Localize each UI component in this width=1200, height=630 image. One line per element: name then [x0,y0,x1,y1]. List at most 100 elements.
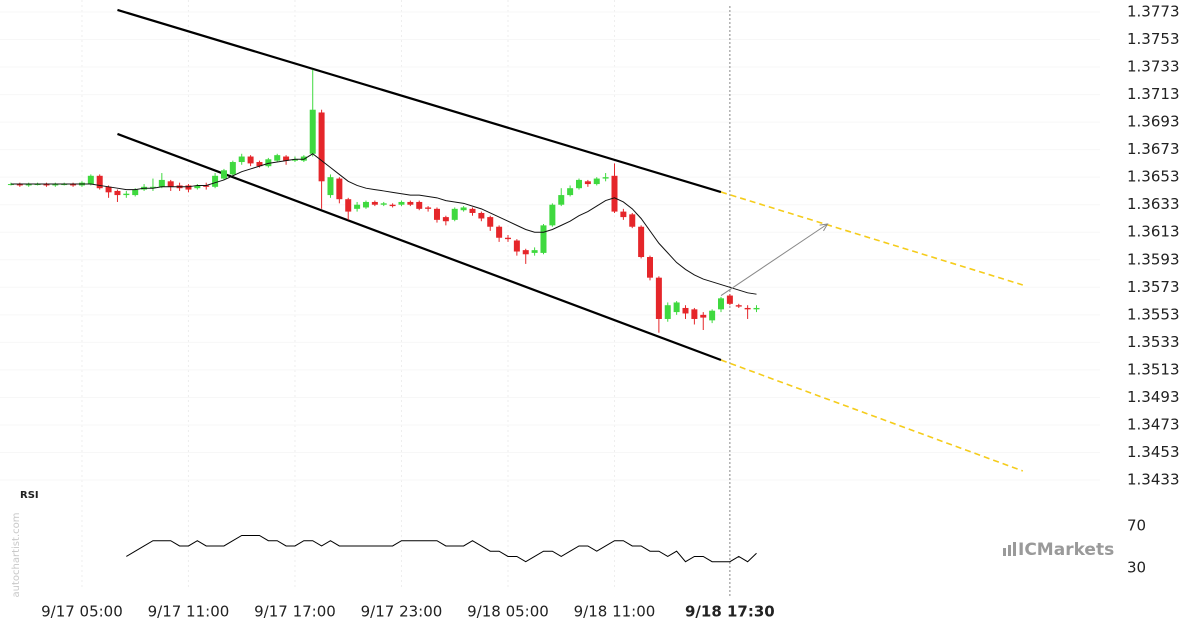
candle-body [664,305,671,319]
rsi-tick-label: 30 [1127,559,1146,577]
candle-body [70,184,77,186]
candle-body [602,177,609,179]
candle-body [460,207,467,211]
x-tick-label: 9/18 05:00 [467,603,549,621]
trend-line [117,8,722,194]
candle-body [647,257,653,278]
x-tick-label: 9/18 11:00 [574,603,656,621]
candle-body [336,178,343,200]
y-tick-label: 1.3713 [1127,85,1180,103]
candle-body [673,302,680,313]
candle-body [655,277,662,319]
candle-body [220,170,227,179]
candle-body [362,201,369,208]
trend-line [720,191,1024,286]
candle-body [726,295,733,304]
y-tick-label: 1.3613 [1127,223,1180,241]
rsi-line [126,534,757,563]
candle-body [371,201,378,205]
brand-logo: ICMarkets [1003,540,1114,560]
candle-body [718,298,725,310]
candle-body [283,156,290,161]
y-tick-label: 1.3453 [1127,443,1180,461]
candle-body [203,185,210,187]
candle-body [504,237,511,240]
candle-body [487,217,494,227]
projection-arrow [720,223,828,296]
candle-body [247,156,254,164]
watermark: autochartist.com [11,513,22,598]
y-tick-label: 1.3653 [1127,168,1180,186]
y-tick-label: 1.3753 [1127,30,1180,48]
candle-body [318,112,325,182]
candle-body [149,186,156,188]
candle-body [25,184,32,186]
rsi-tick-label: 70 [1127,517,1146,535]
candle-body [256,162,263,167]
candle-body [425,207,432,209]
candle-body [212,175,219,187]
candle-body [478,212,485,219]
y-tick-label: 1.3473 [1127,415,1180,433]
candle-body [300,156,307,161]
candle-body [567,188,574,196]
candle-body [398,201,405,205]
candle-body [593,178,600,185]
y-tick-label: 1.3673 [1127,140,1180,158]
logo-bar [1013,542,1016,556]
candle-body [558,195,565,205]
candle-body [167,181,174,187]
x-tick-label: 9/17 17:00 [254,603,336,621]
logo-bar [1003,548,1006,556]
arrow-head [819,223,829,232]
candle-body [7,184,14,186]
candle-body [469,208,476,213]
y-tick-label: 1.3773 [1127,2,1180,20]
candle-body [584,181,591,185]
candle-body [522,250,529,255]
candle-body [416,201,423,209]
candle-body [345,199,352,212]
candle-body [735,305,742,307]
candle-body [638,226,645,258]
candle-body [185,185,192,190]
y-tick-label: 1.3693 [1127,113,1180,131]
candle-body [753,307,760,310]
candle-body [158,179,165,187]
candle-body [575,179,582,189]
y-tick-label: 1.3433 [1127,471,1180,489]
candle-body [540,225,547,253]
trend-line [720,359,1024,472]
candle-body [380,203,387,205]
candle-body [123,193,130,196]
candle-body [531,250,538,253]
candle-body [238,156,245,163]
candle-body [52,184,59,186]
trend-line [117,132,722,362]
candle-body [629,214,636,227]
y-tick-label: 1.3573 [1127,278,1180,296]
candle-body [709,310,716,321]
candle-body [114,190,121,196]
candle-body [132,189,139,196]
candle-body [611,175,618,212]
x-tick-label: 9/17 05:00 [41,603,123,621]
candle-body [389,204,396,207]
candle-body [354,204,361,209]
candle-body [309,109,316,154]
candle-body [274,155,281,161]
candle-body [265,159,272,167]
rsi-label: RSI [20,490,39,501]
candle-body [620,211,627,218]
candle-body [105,186,112,193]
x-tick-label: 9/17 11:00 [148,603,230,621]
candle-body [549,204,556,226]
candles [7,69,760,333]
candle-body [691,309,698,319]
candle-body [496,226,503,238]
candle-body [433,208,440,220]
moving-average [10,153,757,295]
candle-body [34,184,41,186]
candle-body [291,159,298,161]
